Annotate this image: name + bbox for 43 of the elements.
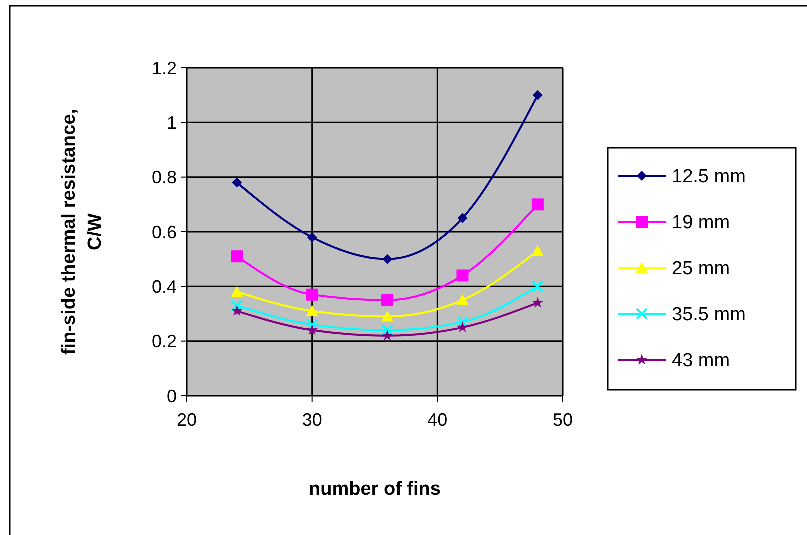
point (382, 254, 393, 264)
y-tick-label: 1.2 (152, 58, 177, 78)
legend-label: 35.5 mm (672, 304, 746, 326)
point (306, 288, 318, 301)
point (532, 297, 544, 308)
y-axis-title: fin-side thermal resistance, C/W (59, 108, 106, 356)
point (532, 280, 544, 293)
point (458, 213, 468, 224)
y-tick-label: 0.8 (152, 168, 177, 188)
point (231, 250, 244, 263)
y-tick-label: 0.6 (152, 222, 177, 242)
point (456, 316, 469, 328)
x-tick-label: 40 (428, 410, 448, 430)
point (532, 198, 544, 211)
y-tick-label: 0.4 (152, 276, 177, 297)
point (382, 324, 394, 336)
point (532, 90, 543, 100)
point (231, 300, 244, 312)
point (306, 324, 318, 336)
point (382, 294, 394, 306)
point (231, 286, 244, 298)
legend-label: 43 mm (672, 350, 730, 372)
x-tick-label: 50 (552, 410, 574, 430)
point (456, 270, 469, 282)
x-tick-label: 20 (176, 410, 198, 430)
point (382, 330, 394, 341)
point (306, 318, 318, 331)
point (457, 322, 468, 333)
point (456, 294, 469, 306)
y-tick-label: 1 (166, 112, 177, 133)
legend-label: 25 mm (672, 258, 730, 280)
y-tick-label: 0.2 (152, 332, 177, 352)
x-axis-title: number of fins (309, 479, 441, 500)
x-tick-label: 30 (302, 410, 322, 430)
point (532, 245, 544, 256)
legend-label: 12.5 mm (672, 166, 746, 188)
point (307, 232, 318, 242)
point (232, 178, 242, 188)
y-tick-label: 0 (166, 386, 177, 406)
legend-label: 19 mm (672, 212, 730, 234)
point (382, 310, 394, 322)
point (306, 305, 318, 316)
point (231, 305, 243, 316)
